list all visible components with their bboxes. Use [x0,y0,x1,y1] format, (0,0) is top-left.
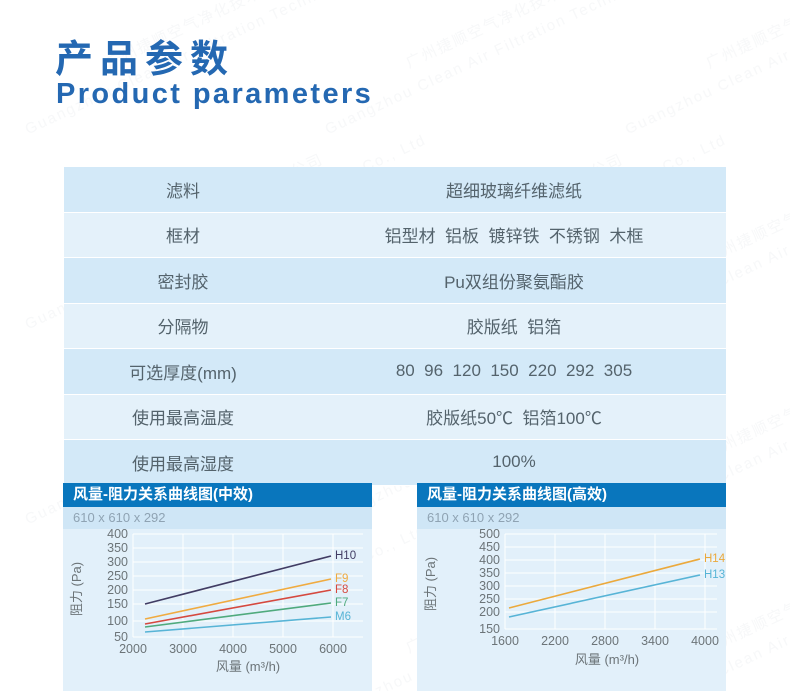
svg-text:1600: 1600 [491,634,519,648]
svg-text:250: 250 [107,569,128,583]
svg-text:3000: 3000 [169,642,197,656]
svg-text:2200: 2200 [541,634,569,648]
svg-text:4000: 4000 [219,642,247,656]
svg-text:150: 150 [107,597,128,611]
svg-text:阻力 (Pa): 阻力 (Pa) [69,562,84,616]
svg-text:2000: 2000 [119,642,147,656]
svg-text:400: 400 [107,529,128,541]
svg-text:250: 250 [479,592,500,606]
svg-text:F8: F8 [335,584,348,596]
svg-text:400: 400 [479,553,500,567]
svg-text:M6: M6 [335,611,351,623]
svg-text:风量 (m³/h): 风量 (m³/h) [575,652,639,667]
svg-text:4000: 4000 [691,634,719,648]
svg-text:H10: H10 [335,550,356,562]
svg-text:100: 100 [107,614,128,628]
svg-text:2800: 2800 [591,634,619,648]
svg-text:阻力 (Pa): 阻力 (Pa) [423,557,438,611]
svg-text:300: 300 [107,555,128,569]
svg-text:350: 350 [479,566,500,580]
svg-text:H14: H14 [704,553,726,565]
svg-text:3400: 3400 [641,634,669,648]
svg-text:6000: 6000 [319,642,347,656]
svg-text:5000: 5000 [269,642,297,656]
svg-text:350: 350 [107,541,128,555]
svg-text:风量 (m³/h): 风量 (m³/h) [216,659,280,674]
svg-text:300: 300 [479,579,500,593]
svg-text:200: 200 [479,605,500,619]
svg-text:H13: H13 [704,569,725,581]
svg-text:F7: F7 [335,597,348,609]
svg-text:450: 450 [479,540,500,554]
svg-text:200: 200 [107,583,128,597]
